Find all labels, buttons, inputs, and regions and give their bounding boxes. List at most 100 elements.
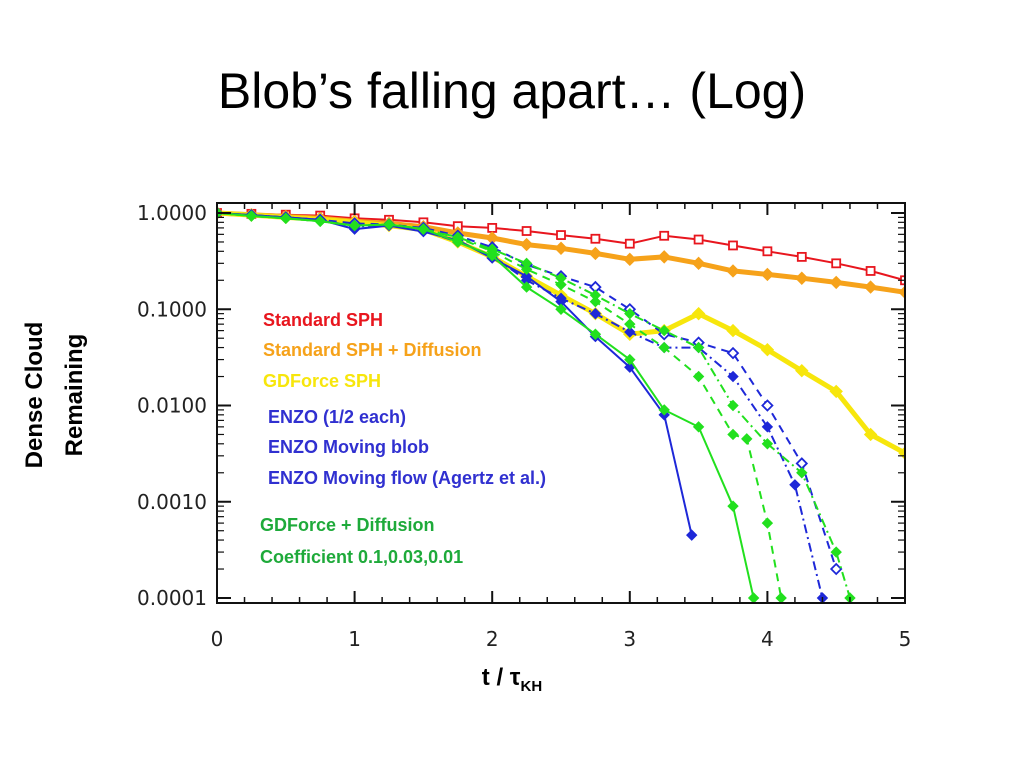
data-point <box>898 285 905 300</box>
annotation-layer: Standard SPH Standard SPH + Diffusion GDFo… <box>260 310 546 567</box>
x-axis-label-main: t / τ <box>481 664 521 691</box>
data-point <box>691 306 706 321</box>
data-point <box>762 246 773 257</box>
data-point <box>775 592 787 603</box>
data-point <box>727 428 739 441</box>
data-point <box>761 517 774 529</box>
data-point <box>865 266 876 276</box>
data-point <box>520 281 533 293</box>
data-point <box>589 307 602 320</box>
data-point <box>795 457 809 470</box>
data-point <box>761 438 774 450</box>
data-point <box>624 318 636 330</box>
data-point <box>624 307 636 320</box>
data-point <box>520 257 533 270</box>
data-point <box>588 246 603 261</box>
data-point <box>624 238 635 249</box>
data-point <box>693 234 704 245</box>
data-point <box>555 278 567 291</box>
data-point <box>314 215 326 228</box>
data-point <box>727 399 739 412</box>
data-point <box>747 592 760 603</box>
x-tick-label: 3 <box>623 627 636 651</box>
data-point <box>741 433 753 445</box>
data-point <box>486 243 498 255</box>
y-tick-label: 0.0010 <box>137 490 207 514</box>
data-point <box>280 212 292 225</box>
data-point <box>658 341 670 354</box>
axes-layer: 0 1 2 3 4 5 1.0000 0.1000 0.0100 0.0010 0.0001 <box>137 201 911 651</box>
data-point <box>658 324 670 337</box>
data-point <box>692 370 705 383</box>
data-point <box>624 353 636 366</box>
data-point <box>760 342 775 357</box>
annotation-label: ENZO (1/2 each) <box>268 407 406 427</box>
y-tick-label: 0.1000 <box>137 297 207 321</box>
data-point <box>761 421 774 433</box>
data-point <box>657 250 671 264</box>
series-line <box>217 212 755 599</box>
data-point <box>727 370 739 383</box>
data-point <box>691 256 706 271</box>
series-layer <box>217 206 905 603</box>
y-tick-label: 1.0000 <box>137 201 207 225</box>
data-point <box>830 546 842 558</box>
data-point <box>829 275 843 290</box>
series-9 <box>217 207 856 603</box>
data-point <box>521 226 532 236</box>
data-point <box>555 272 567 284</box>
annotation-label: Coefficient 0.1,0.03,0.01 <box>260 547 463 567</box>
data-point <box>590 233 601 244</box>
annotation-label: Standard SPH <box>263 310 383 330</box>
data-point <box>417 223 430 235</box>
data-point <box>863 427 878 442</box>
series-line <box>217 212 851 599</box>
data-point <box>589 328 602 340</box>
data-point <box>728 240 738 251</box>
data-point <box>796 251 807 262</box>
annotation-label: GDForce + Diffusion <box>260 515 435 535</box>
x-tick-label: 0 <box>211 627 224 651</box>
data-point <box>692 341 705 354</box>
data-point <box>589 289 602 301</box>
x-tick-label: 5 <box>899 627 912 651</box>
data-point <box>863 280 878 294</box>
x-axis-label: t / τKH <box>0 664 1024 695</box>
x-tick-label: 1 <box>348 627 361 651</box>
data-point <box>348 219 361 232</box>
data-point <box>726 264 740 278</box>
data-point <box>589 295 602 308</box>
data-point <box>761 399 774 412</box>
data-point <box>658 404 670 416</box>
data-point <box>796 467 808 479</box>
series-line <box>217 212 783 599</box>
annotation-label: GDForce SPH <box>263 371 381 391</box>
x-tick-label: 4 <box>761 627 774 651</box>
annotation-label: ENZO Moving flow (Agertz et al.) <box>268 468 546 488</box>
data-point <box>487 223 498 233</box>
data-point <box>659 230 670 241</box>
series-7 <box>217 207 760 603</box>
data-point <box>727 500 739 512</box>
data-point <box>554 241 568 255</box>
y-axis-label-line2: Remaining <box>61 333 88 457</box>
data-point <box>624 326 636 338</box>
data-point <box>692 421 705 433</box>
data-point <box>555 292 567 304</box>
data-point <box>726 346 740 360</box>
plot-frame <box>216 202 906 604</box>
data-point <box>520 263 533 276</box>
x-tick-label: 2 <box>486 627 499 651</box>
data-point <box>519 237 534 252</box>
slide-title: Blob’s falling apart… (Log) <box>217 63 807 119</box>
data-point <box>726 323 740 338</box>
data-point <box>829 384 843 399</box>
data-point <box>789 479 801 491</box>
data-point <box>795 271 809 285</box>
y-tick-label: 0.0001 <box>137 586 207 610</box>
data-point <box>383 218 395 231</box>
annotation-label: Standard SPH + Diffusion <box>263 340 482 360</box>
x-axis-label-subscript: KH <box>520 677 543 695</box>
data-point <box>452 231 464 243</box>
